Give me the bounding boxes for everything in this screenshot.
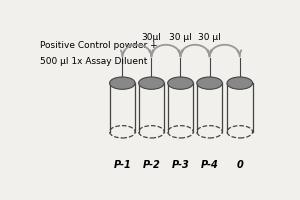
Ellipse shape bbox=[197, 77, 222, 89]
Text: P-4: P-4 bbox=[201, 160, 218, 170]
Text: P-3: P-3 bbox=[172, 160, 189, 170]
Text: Positive Control powder +: Positive Control powder + bbox=[40, 41, 158, 50]
Ellipse shape bbox=[110, 77, 135, 89]
Text: 30 μl: 30 μl bbox=[198, 33, 221, 42]
Text: 0: 0 bbox=[236, 160, 243, 170]
Text: P-2: P-2 bbox=[142, 160, 160, 170]
Text: P-1: P-1 bbox=[113, 160, 131, 170]
Text: 30 μl: 30 μl bbox=[169, 33, 192, 42]
Ellipse shape bbox=[168, 77, 193, 89]
Text: 500 μl 1x Assay Diluent: 500 μl 1x Assay Diluent bbox=[40, 57, 147, 66]
Ellipse shape bbox=[139, 77, 164, 89]
Ellipse shape bbox=[227, 77, 253, 89]
Text: 30μl: 30μl bbox=[142, 33, 161, 42]
